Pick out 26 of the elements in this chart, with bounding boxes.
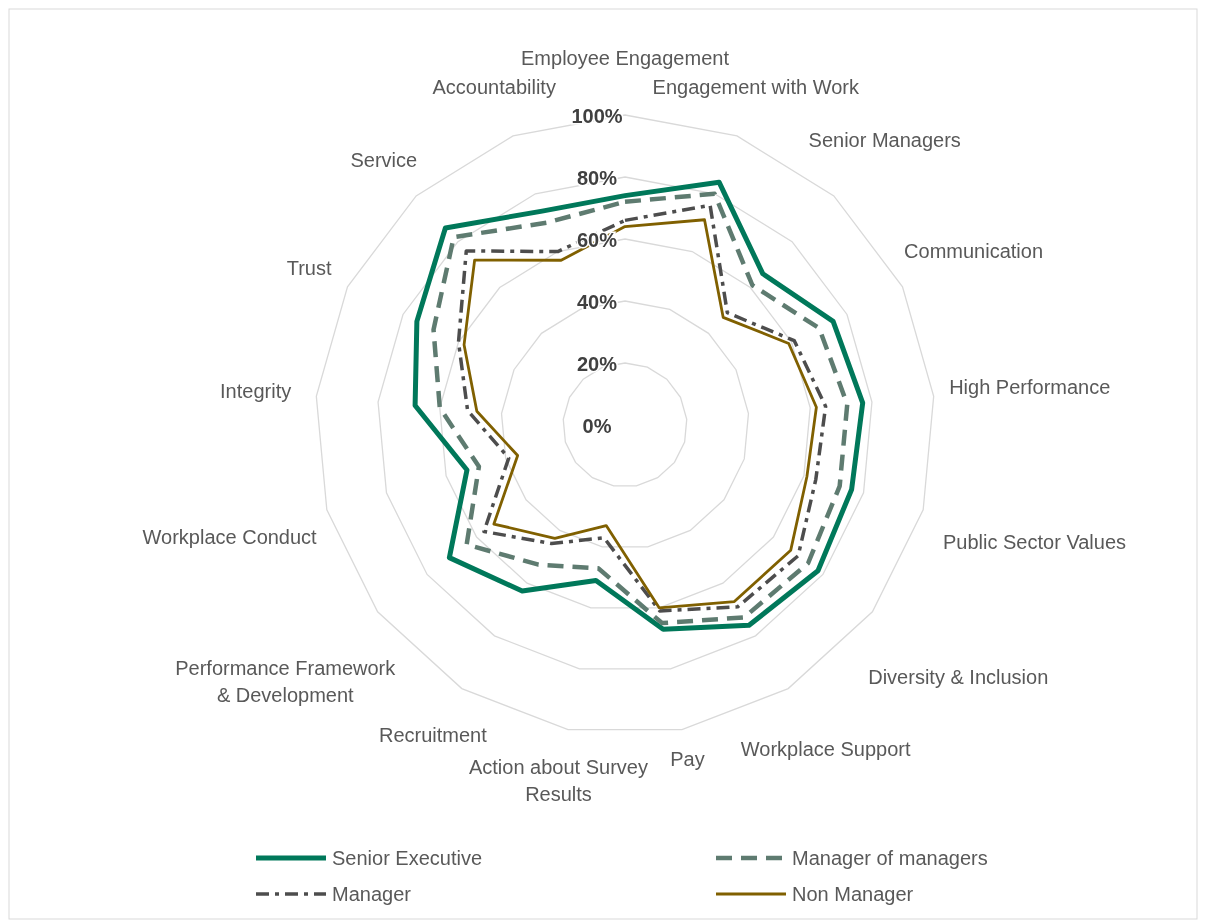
spoke-label: Service [350, 149, 418, 172]
y-tick-label: 100% [571, 105, 623, 127]
y-tick-label: 0% [582, 415, 612, 437]
spoke-label: Communication [904, 240, 1044, 263]
spoke-label: Performance Framework & Development [175, 657, 397, 707]
spoke-label: Senior Managers [808, 129, 961, 152]
legend-label: Manager of managers [792, 847, 988, 869]
spoke-label: High Performance [949, 376, 1111, 399]
y-tick-label: 80% [576, 167, 618, 189]
y-tick-label: 20% [576, 353, 618, 375]
y-tick-label: 40% [576, 291, 618, 313]
spoke-label: Trust [286, 256, 332, 279]
spoke-label: Pay [670, 748, 705, 771]
legend-label: Non Manager [792, 883, 914, 905]
spoke-label: Workplace Support [740, 738, 911, 761]
legend-label: Senior Executive [332, 847, 483, 869]
spoke-label: Employee Engagement [521, 46, 730, 69]
legend-label: Manager [332, 883, 412, 905]
spoke-label: Public Sector Values [943, 530, 1127, 553]
spoke-label: Action about Survey Results [468, 756, 648, 806]
spoke-label: Recruitment [378, 724, 488, 747]
spoke-label: Diversity & Inclusion [868, 665, 1049, 688]
spoke-label: Workplace Conduct [142, 526, 318, 549]
spoke-label: Integrity [220, 379, 292, 402]
spoke-label: Accountability [432, 76, 556, 99]
spoke-label: Engagement with Work [652, 76, 860, 99]
